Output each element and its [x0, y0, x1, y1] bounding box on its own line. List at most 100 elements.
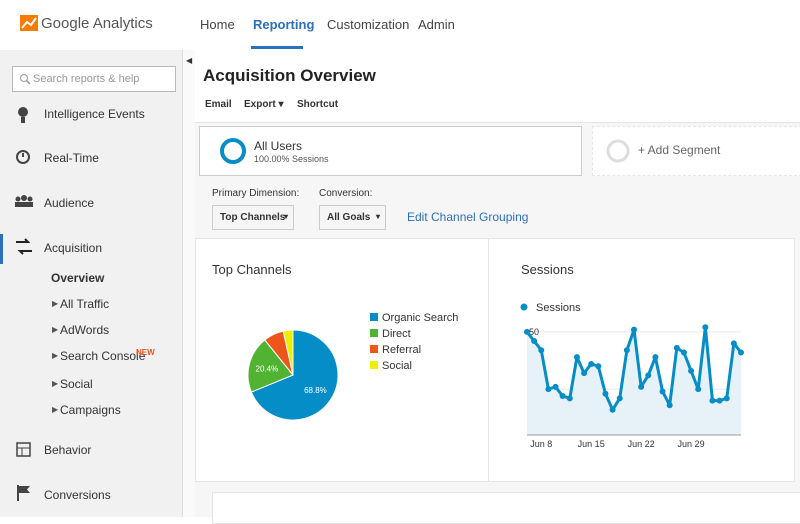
- chart-title: Sessions: [521, 262, 574, 277]
- caret: ▶: [52, 351, 59, 360]
- legend-label: Social: [382, 360, 412, 372]
- point: [680, 349, 687, 356]
- legend-dot: [520, 303, 528, 311]
- point: [738, 349, 744, 356]
- sidebar: Search reports & help Intelligence Event…: [0, 50, 182, 517]
- legend-swatch: [370, 361, 378, 369]
- point: [588, 360, 595, 367]
- pie-slice: [250, 329, 339, 421]
- legend-swatch: [370, 313, 378, 321]
- point: [524, 328, 530, 335]
- point: [631, 326, 637, 333]
- segment-detail: 100.00% Sessions: [254, 154, 329, 164]
- caret: ▶: [52, 325, 59, 334]
- submenu-item[interactable]: Campaigns: [60, 403, 121, 417]
- toolbar-item[interactable]: Shortcut: [297, 99, 339, 110]
- y-tick-label: 50: [529, 327, 539, 337]
- menu-item[interactable]: Conversions: [44, 488, 111, 502]
- dimension-value: Top Channels: [220, 212, 286, 223]
- legend-label: Referral: [382, 344, 421, 356]
- dropdown-arrow: ▾: [375, 212, 380, 221]
- legend-swatch: [370, 329, 378, 337]
- point: [730, 340, 737, 347]
- menu-item[interactable]: Behavior: [44, 443, 92, 457]
- x-tick-label: Jun 29: [678, 439, 705, 449]
- nav-item[interactable]: Home: [200, 17, 235, 32]
- point: [695, 386, 702, 393]
- point: [531, 338, 538, 345]
- edit-link[interactable]: Edit Channel Grouping: [407, 210, 529, 224]
- collapse-bar[interactable]: ◀: [182, 50, 195, 517]
- point: [638, 383, 645, 390]
- slice-label: 68.8%: [304, 386, 327, 395]
- toolbar-label: Export: [244, 99, 276, 110]
- menu-item[interactable]: Audience: [44, 196, 95, 210]
- pie-panel: [195, 238, 489, 482]
- point: [609, 406, 616, 413]
- conversion-value: All Goals: [327, 212, 371, 223]
- point: [673, 344, 680, 351]
- active-marker: [0, 234, 3, 264]
- legend-label: Direct: [382, 328, 411, 340]
- add-ring: [606, 139, 630, 163]
- point: [623, 347, 630, 354]
- search-icon: [20, 74, 31, 85]
- point: [545, 386, 552, 393]
- submenu-item[interactable]: Overview: [51, 271, 105, 285]
- point: [602, 390, 609, 397]
- pie-slice: [247, 339, 294, 393]
- point: [723, 395, 730, 402]
- point: [702, 324, 709, 331]
- point: [652, 354, 659, 361]
- search-box[interactable]: Search reports & help: [12, 66, 176, 92]
- conversion-select[interactable]: All Goals ▾: [319, 205, 386, 230]
- nav-item[interactable]: Reporting: [253, 17, 315, 32]
- point: [581, 370, 588, 377]
- dimension-label: Primary Dimension:: [212, 188, 300, 199]
- caret: ▶: [52, 379, 59, 388]
- point: [616, 395, 623, 402]
- menu-item[interactable]: Intelligence Events: [44, 107, 145, 121]
- submenu-item[interactable]: All Traffic: [60, 297, 110, 311]
- caret: ▶: [52, 405, 59, 414]
- brand: Google Analytics: [41, 15, 153, 32]
- logo-icon: [20, 15, 38, 31]
- add-segment[interactable]: + Add Segment: [592, 126, 800, 176]
- segment-ring: [220, 138, 246, 164]
- slice-label: 20.4%: [256, 364, 279, 373]
- point: [709, 397, 716, 404]
- sidebar-icons: [15, 107, 33, 501]
- chart-title: Top Channels: [212, 262, 292, 277]
- submenu-item[interactable]: Social: [60, 377, 93, 391]
- x-tick-label: Jun 8: [530, 439, 552, 449]
- point: [645, 372, 652, 379]
- segment-card[interactable]: All Users 100.00% Sessions: [199, 126, 582, 176]
- dropdown-arrow: ▾: [283, 212, 288, 221]
- search-placeholder: Search reports & help: [33, 73, 140, 85]
- add-segment-label: + Add Segment: [638, 143, 721, 157]
- conversion-label: Conversion:: [319, 188, 373, 199]
- x-tick-label: Jun 22: [628, 439, 655, 449]
- nav-item[interactable]: Customization: [327, 17, 410, 32]
- x-tick-label: Jun 15: [578, 439, 605, 449]
- nav-item[interactable]: Admin: [418, 17, 455, 32]
- menu-item[interactable]: Acquisition: [44, 241, 103, 255]
- point: [566, 395, 573, 402]
- point: [595, 363, 602, 370]
- dimension-select[interactable]: Top Channels ▾: [212, 205, 294, 230]
- legend-label: Organic Search: [382, 312, 458, 324]
- legend-swatch: [370, 345, 378, 353]
- point: [538, 347, 545, 354]
- toolbar-item[interactable]: Email: [205, 99, 232, 110]
- point: [559, 393, 566, 400]
- point: [552, 383, 559, 390]
- top-bar: Google Analytics Home Reporting Customiz…: [0, 0, 800, 51]
- menu-item[interactable]: Real-Time: [44, 151, 99, 165]
- legend-label: Sessions: [536, 302, 581, 314]
- toolbar-item[interactable]: Export ▾: [244, 99, 284, 110]
- submenu-item[interactable]: AdWords: [60, 323, 110, 337]
- submenu-item[interactable]: Search Console: [60, 349, 146, 363]
- caret: ▶: [52, 299, 59, 308]
